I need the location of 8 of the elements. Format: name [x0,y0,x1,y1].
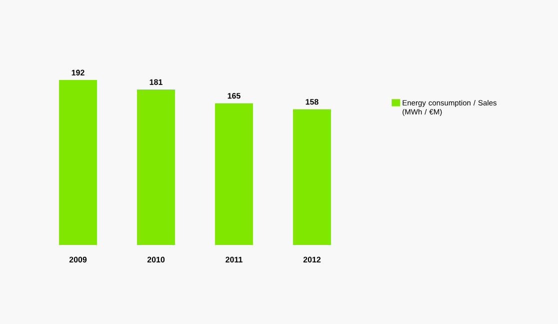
x-tick-label: 2009 [69,256,87,262]
data-label: 181 [150,79,162,85]
data-label: 165 [228,93,240,99]
data-label: 158 [306,99,318,105]
x-tick-label: 2012 [303,256,321,262]
data-label: 192 [72,70,84,76]
x-tick-label: 2011 [226,256,242,262]
x-tick-label: 2010 [147,256,165,262]
